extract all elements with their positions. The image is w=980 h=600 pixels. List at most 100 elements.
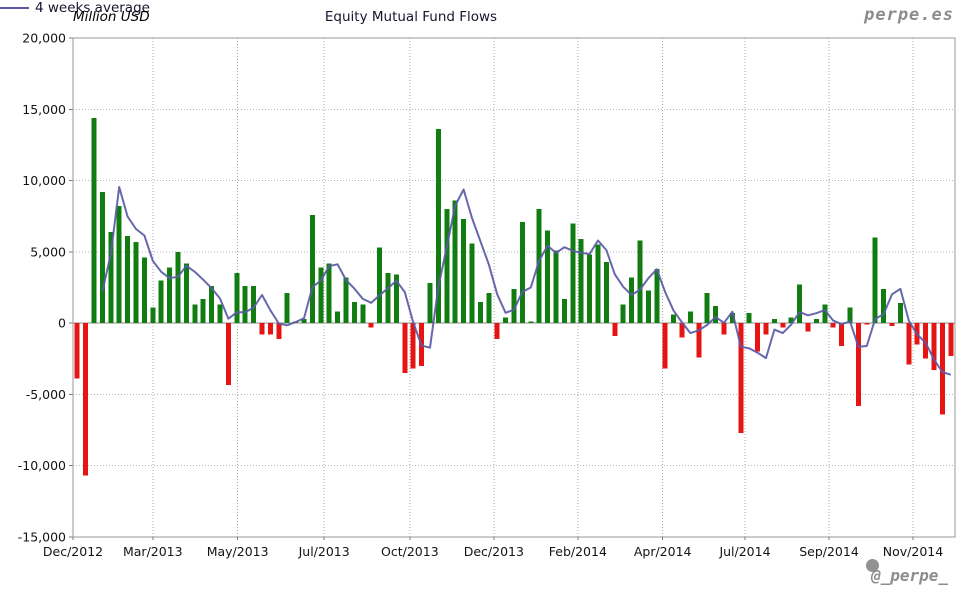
y-axis-units-label: Million USD bbox=[73, 9, 150, 25]
inflow-bar bbox=[671, 314, 677, 324]
y-axis-label: -15,000 bbox=[18, 530, 66, 545]
inflow-bar bbox=[881, 288, 887, 324]
inflow-bar bbox=[326, 263, 332, 324]
inflow-bar bbox=[477, 301, 483, 324]
outflow-bar bbox=[738, 323, 744, 433]
inflow-bar bbox=[158, 280, 164, 324]
outflow-bar bbox=[74, 323, 80, 379]
inflow-bar bbox=[620, 304, 626, 324]
inflow-bar bbox=[116, 206, 122, 324]
y-axis-label: 10,000 bbox=[22, 173, 66, 188]
outflow-bar bbox=[839, 323, 845, 346]
watermark-logo: perpe.es bbox=[864, 5, 954, 25]
author-handle: @_perpe_ bbox=[870, 566, 948, 585]
x-axis-label: Sep/2014 bbox=[799, 544, 859, 559]
inflow-bar bbox=[528, 321, 534, 324]
inflow-bar bbox=[587, 254, 593, 324]
inflow-bar bbox=[318, 267, 324, 324]
outflow-bar bbox=[696, 323, 702, 358]
inflow-bar bbox=[351, 301, 357, 324]
inflow-bar bbox=[209, 286, 215, 324]
inflow-bar bbox=[284, 293, 290, 324]
inflow-bar bbox=[360, 304, 366, 324]
inflow-bar bbox=[385, 273, 391, 324]
inflow-bar bbox=[704, 293, 710, 324]
x-axis-label: Dec/2012 bbox=[43, 544, 103, 559]
inflow-bar bbox=[461, 219, 467, 324]
y-axis-label: 15,000 bbox=[22, 102, 66, 117]
inflow-bar bbox=[91, 117, 97, 324]
y-axis-label: 20,000 bbox=[22, 31, 66, 46]
inflow-bar bbox=[654, 269, 660, 324]
outflow-bar bbox=[889, 323, 895, 326]
outflow-bar bbox=[410, 323, 416, 369]
inflow-bar bbox=[133, 241, 139, 324]
chart-title: Equity Mutual Fund Flows bbox=[324, 9, 498, 25]
inflow-bar bbox=[301, 318, 307, 324]
x-axis-label: Feb/2014 bbox=[549, 544, 607, 559]
outflow-bar bbox=[755, 323, 761, 352]
inflow-bar bbox=[192, 304, 198, 324]
y-axis-label: 5,000 bbox=[30, 244, 66, 259]
outflow-bar bbox=[276, 323, 282, 339]
inflow-bar bbox=[125, 236, 131, 324]
x-axis-label: Jul/2013 bbox=[298, 544, 350, 559]
x-axis-label: Apr/2014 bbox=[634, 544, 692, 559]
outflow-bar bbox=[948, 323, 954, 356]
outflow-bar bbox=[906, 323, 912, 365]
outflow-bar bbox=[939, 323, 945, 415]
outflow-bar bbox=[830, 323, 836, 328]
inflow-bar bbox=[444, 209, 450, 324]
average-line bbox=[101, 186, 952, 376]
inflow-bar bbox=[486, 293, 492, 324]
inflow-bar bbox=[452, 200, 458, 324]
inflow-bar bbox=[108, 231, 114, 324]
outflow-bar bbox=[662, 323, 668, 369]
legend: 4 weeks average bbox=[0, 0, 980, 16]
inflow-bar bbox=[637, 240, 643, 324]
outflow-bar bbox=[368, 323, 374, 328]
inflow-bar bbox=[545, 230, 551, 324]
inflow-bar bbox=[746, 313, 752, 324]
inflow-bar bbox=[713, 306, 719, 324]
x-axis-label: Dec/2013 bbox=[464, 544, 524, 559]
inflow-bar bbox=[217, 304, 223, 324]
outflow-bar bbox=[83, 323, 89, 476]
x-axis-label: Mar/2013 bbox=[123, 544, 183, 559]
inflow-bar bbox=[141, 257, 147, 324]
inflow-bar bbox=[251, 286, 257, 324]
y-axis-label: -10,000 bbox=[18, 458, 66, 473]
inflow-bar bbox=[771, 318, 777, 324]
inflow-bar bbox=[645, 290, 651, 324]
inflow-bar bbox=[427, 283, 433, 324]
outflow-bar bbox=[864, 323, 870, 325]
inflow-bar bbox=[578, 239, 584, 324]
inflow-bar bbox=[847, 307, 853, 324]
plot-border bbox=[72, 37, 956, 538]
x-axis-label: May/2013 bbox=[207, 544, 269, 559]
outflow-bar bbox=[855, 323, 861, 406]
outflow-bar bbox=[780, 323, 786, 328]
twitter-icon bbox=[866, 559, 879, 572]
inflow-bar bbox=[687, 311, 693, 324]
inflow-bar bbox=[175, 251, 181, 324]
inflow-bar bbox=[536, 209, 542, 324]
legend-label: 4 weeks average bbox=[35, 0, 150, 16]
inflow-bar bbox=[167, 267, 173, 324]
inflow-bar bbox=[729, 313, 735, 324]
inflow-bar bbox=[553, 250, 559, 324]
outflow-bar bbox=[721, 323, 727, 335]
inflow-bar bbox=[150, 307, 156, 324]
y-axis-label: 0 bbox=[58, 316, 66, 331]
inflow-bar bbox=[309, 214, 315, 324]
inflow-bar bbox=[797, 284, 803, 324]
outflow-bar bbox=[225, 323, 231, 386]
inflow-bar bbox=[393, 274, 399, 324]
outflow-bar bbox=[805, 323, 811, 332]
inflow-bar bbox=[469, 243, 475, 324]
inflow-bar bbox=[603, 261, 609, 324]
inflow-bar bbox=[629, 277, 635, 324]
inflow-bar bbox=[335, 311, 341, 324]
